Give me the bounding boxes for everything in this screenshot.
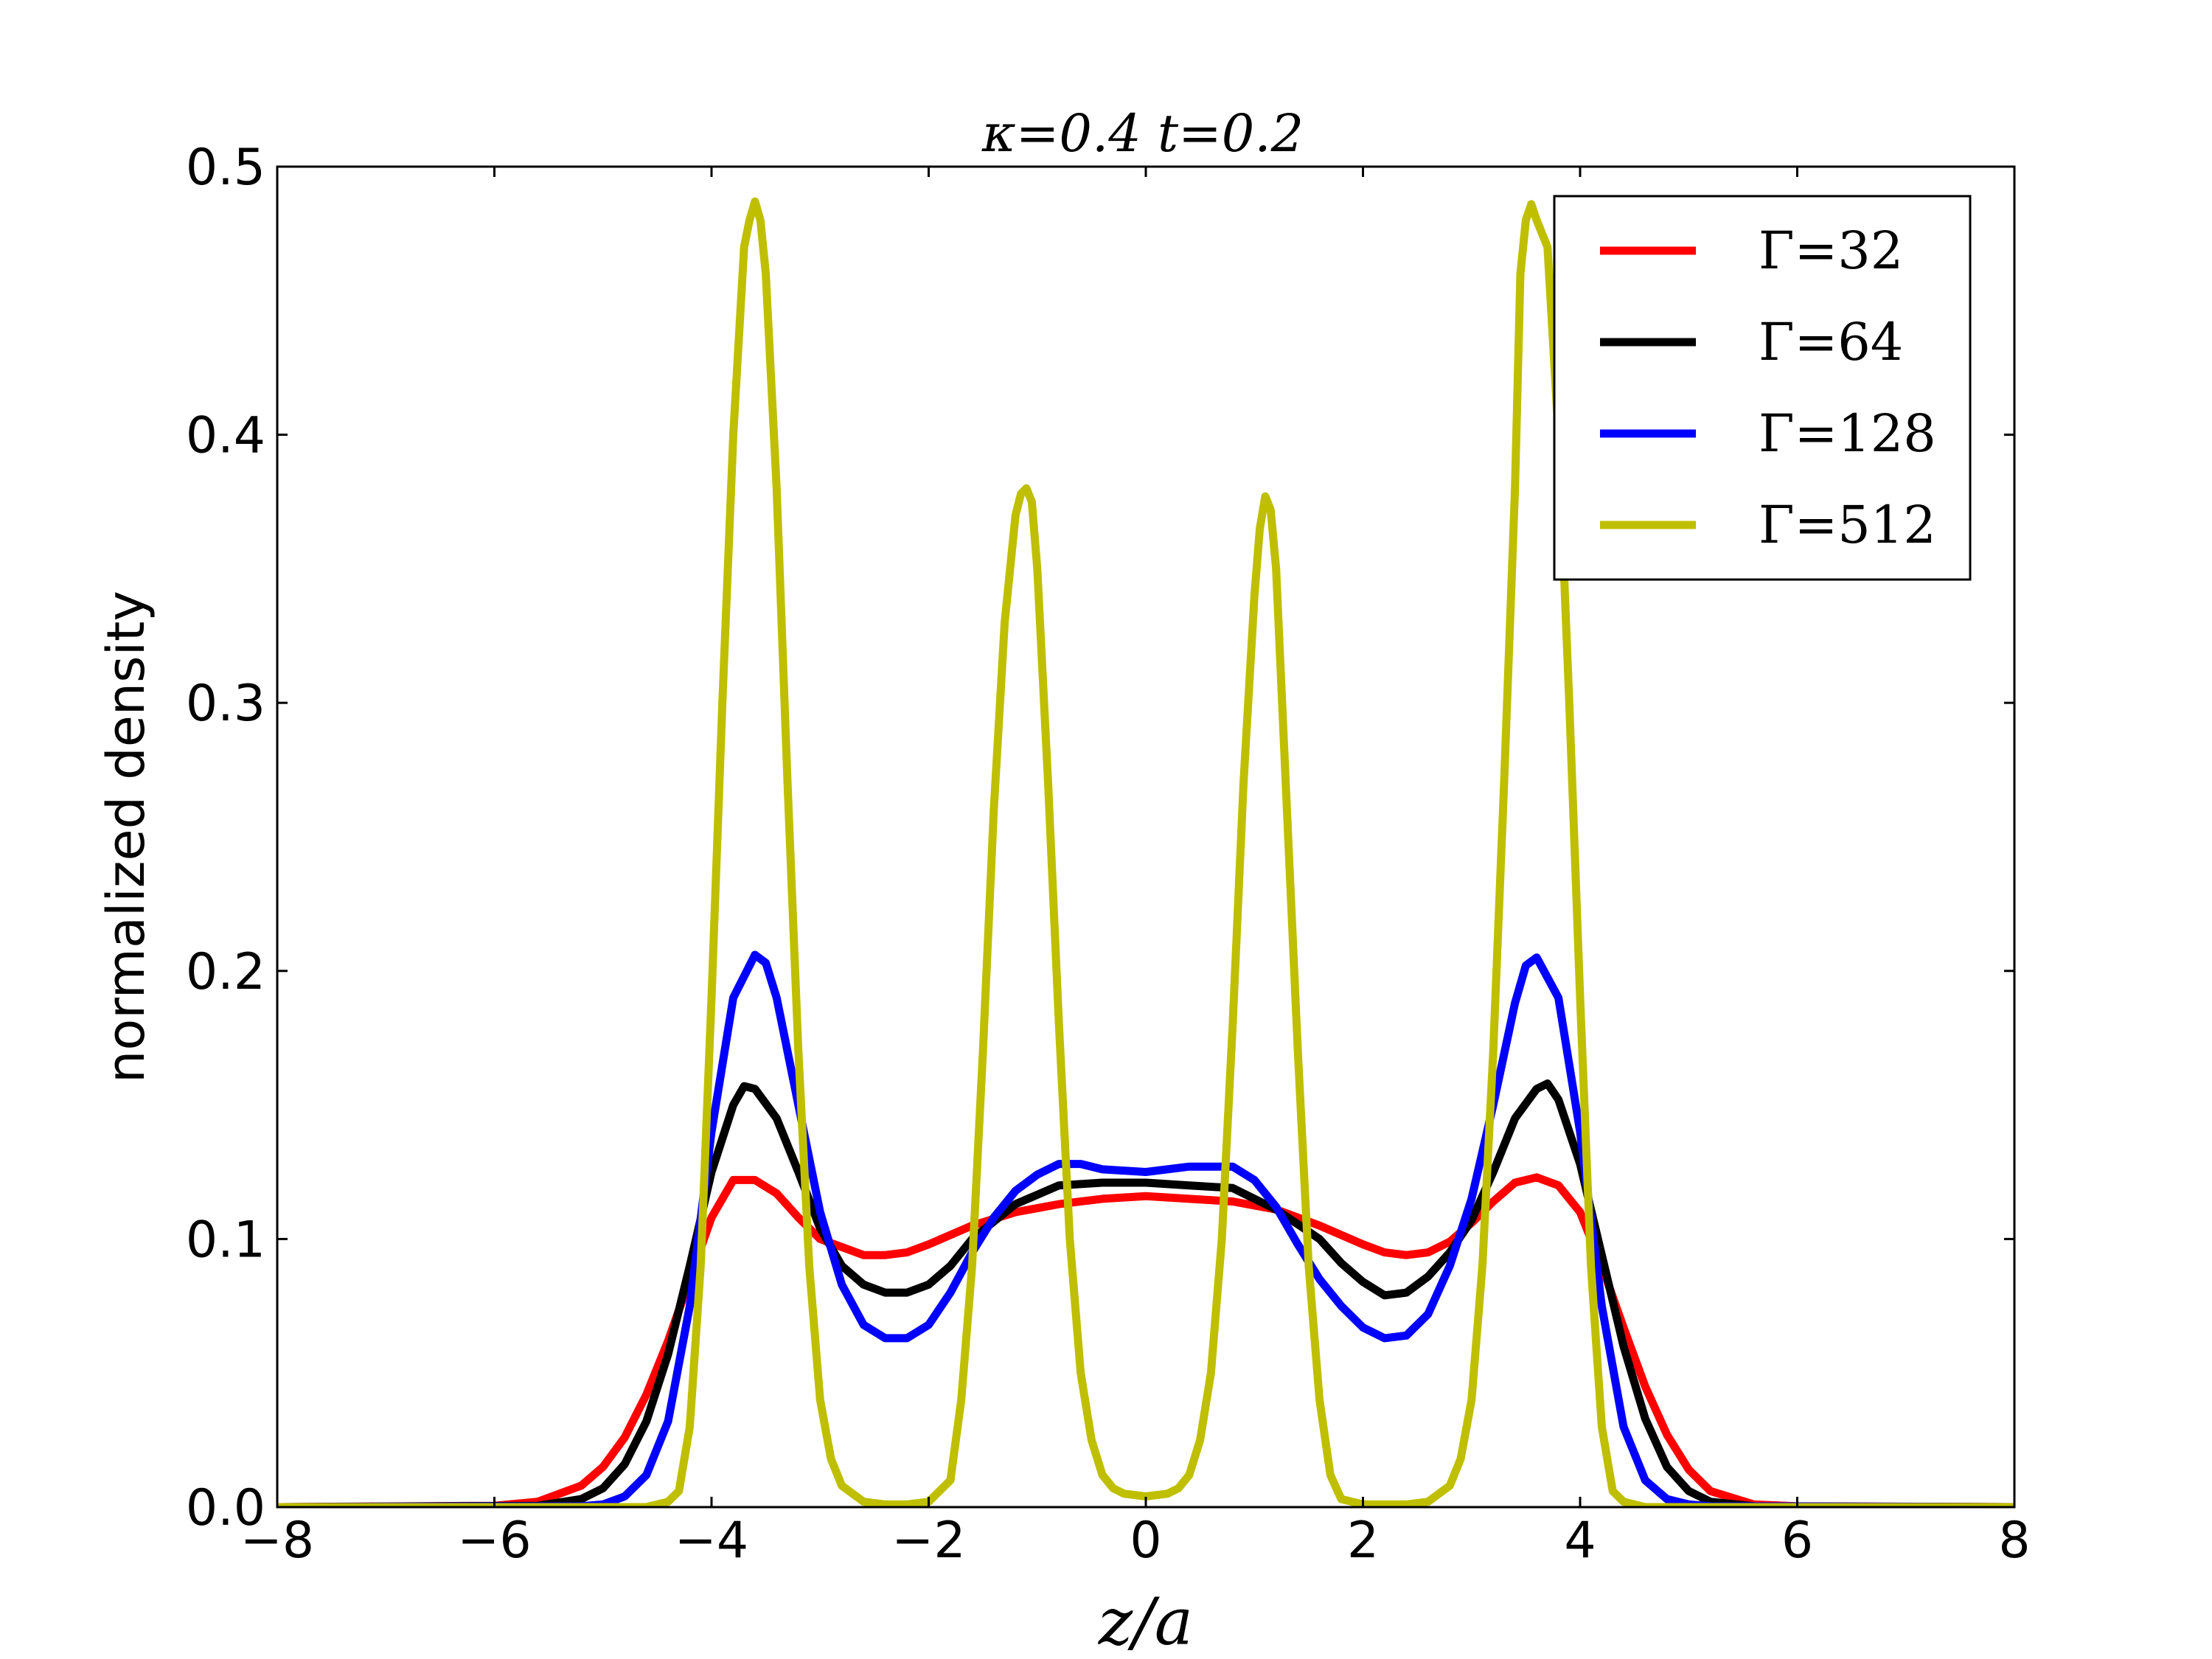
y-tick-label: 0.5 xyxy=(186,139,265,197)
x-tick-label: −8 xyxy=(240,1512,314,1570)
series-layer xyxy=(277,197,2014,1507)
legend-item: Γ=64 xyxy=(1600,312,1903,372)
x-tick-label: 0 xyxy=(1130,1512,1161,1570)
series-line-3 xyxy=(277,197,2014,1507)
legend: Γ=32 Γ=64 Γ=128 Γ=512 xyxy=(1553,195,1972,581)
x-tick-label: −2 xyxy=(891,1512,965,1570)
legend-label: Γ=64 xyxy=(1759,312,1903,372)
ticks-layer: −8 −6 −4 −2 0 2 4 6 8 0.0 0.1 0.2 0.3 0.4 0.5 xyxy=(186,139,2031,1570)
x-tick-label: −4 xyxy=(675,1512,748,1570)
y-tick-label: 0.3 xyxy=(186,675,265,733)
x-tick-label: 2 xyxy=(1347,1512,1379,1570)
legend-label: Γ=32 xyxy=(1759,220,1903,281)
legend-item: Γ=128 xyxy=(1600,403,1936,464)
legend-label: Γ=128 xyxy=(1759,403,1936,464)
legend-item: Γ=512 xyxy=(1600,495,1936,555)
legend-label: Γ=512 xyxy=(1759,495,1936,555)
y-tick-label: 0.4 xyxy=(186,407,265,465)
chart-title: κ=0.4 t=0.2 xyxy=(981,103,1304,164)
legend-frame xyxy=(1553,195,1972,581)
x-tick-label: 8 xyxy=(1998,1512,2030,1570)
y-tick-label: 0.1 xyxy=(186,1211,265,1269)
x-tick-label: −6 xyxy=(457,1512,531,1570)
y-axis-title: normalized density xyxy=(96,591,156,1083)
x-tick-label: 4 xyxy=(1564,1512,1596,1570)
legend-item: Γ=32 xyxy=(1600,220,1903,281)
x-axis-title: z/a xyxy=(1098,1584,1193,1659)
x-tick-label: 6 xyxy=(1781,1512,1813,1570)
y-tick-label: 0.2 xyxy=(186,943,265,1001)
series-line-1 xyxy=(277,1079,2014,1507)
y-tick-label: 0.0 xyxy=(186,1479,265,1537)
series-line-2 xyxy=(277,950,2014,1507)
